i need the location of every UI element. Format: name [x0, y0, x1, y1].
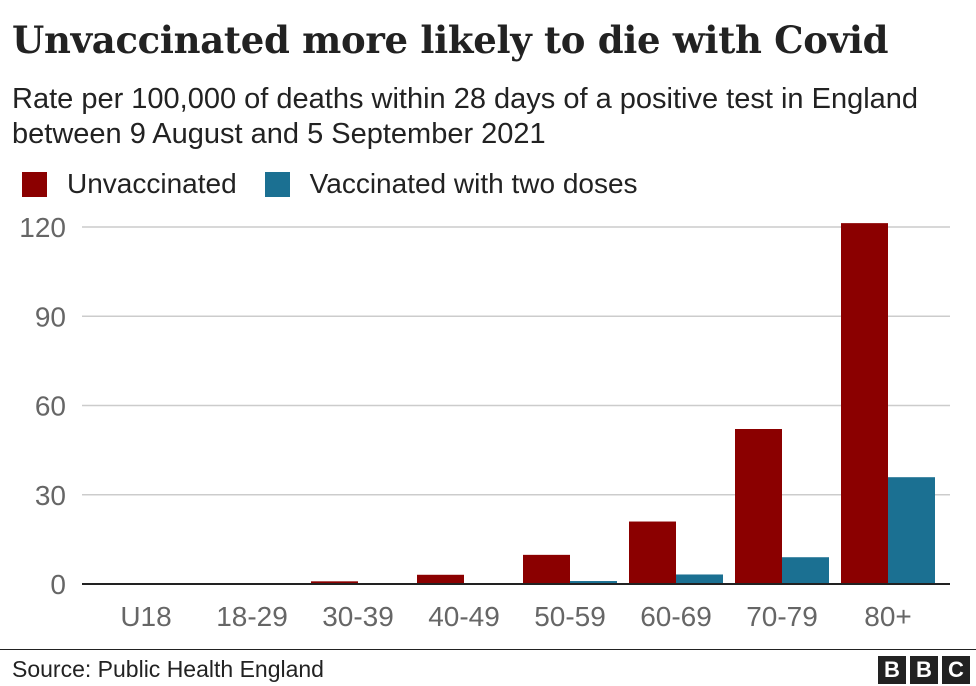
x-tick-label: 30-39: [322, 601, 394, 632]
legend: Unvaccinated Vaccinated with two doses: [22, 168, 666, 200]
bbc-logo: B B C: [874, 656, 970, 684]
footer-divider: [0, 649, 976, 650]
source-note: Source: Public Health England: [12, 656, 324, 682]
x-tick-label: 60-69: [640, 601, 712, 632]
bar-unvaccinated: [629, 521, 676, 584]
bar-unvaccinated: [311, 581, 358, 584]
bbc-logo-letter: B: [878, 656, 906, 684]
x-tick-label: 70-79: [746, 601, 818, 632]
bar-unvaccinated: [417, 574, 464, 584]
bar-unvaccinated: [841, 223, 888, 584]
y-tick-label: 120: [19, 212, 66, 243]
bar-vaccinated: [782, 557, 829, 584]
legend-label-vaccinated: Vaccinated with two doses: [309, 168, 638, 199]
bar-unvaccinated: [735, 429, 782, 584]
x-tick-label: 40-49: [428, 601, 500, 632]
x-tick-label: 18-29: [216, 601, 288, 632]
y-tick-label: 30: [35, 480, 66, 511]
bar-chart: 0 30 60 90 120 U18 18-29 30-39 40-49 50-59 60-69 70…: [19, 212, 950, 632]
bar-vaccinated: [570, 581, 617, 584]
x-tick-label: U18: [120, 601, 171, 632]
bar-vaccinated: [676, 574, 723, 584]
y-tick-label: 60: [35, 391, 66, 422]
bar-unvaccinated: [523, 554, 570, 584]
legend-label-unvaccinated: Unvaccinated: [67, 168, 237, 199]
x-tick-label: 50-59: [534, 601, 606, 632]
legend-swatch-vaccinated: [264, 171, 290, 197]
x-tick-label: 80+: [864, 601, 912, 632]
chart-subtitle: Rate per 100,000 of deaths within 28 day…: [12, 83, 919, 150]
bar-vaccinated: [888, 477, 935, 584]
legend-swatch-unvaccinated: [22, 171, 47, 197]
chart-title: Unvaccinated more likely to die with Cov…: [12, 18, 889, 62]
bbc-logo-letter: B: [910, 656, 938, 684]
y-tick-label: 90: [35, 301, 66, 332]
y-tick-label: 0: [50, 569, 66, 600]
bbc-logo-letter: C: [942, 656, 970, 684]
